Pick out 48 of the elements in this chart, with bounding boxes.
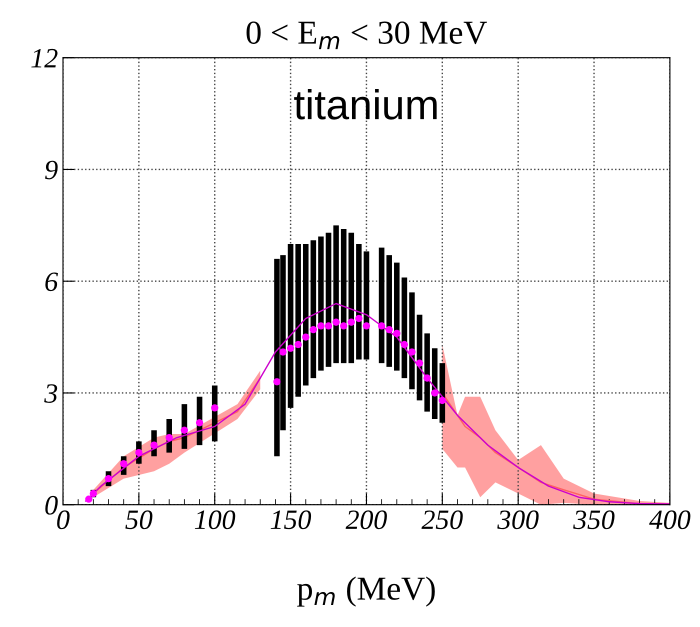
annotation: titanium (294, 88, 437, 120)
x-tick-label: 250 (421, 510, 463, 530)
point (150, 441, 158, 449)
y-tick-label: 9 (45, 160, 58, 180)
point (362, 322, 370, 330)
x-tick-label: 200 (346, 510, 387, 530)
point (438, 396, 446, 404)
point (302, 333, 310, 341)
point (196, 419, 204, 426)
point (348, 318, 355, 326)
point (273, 378, 281, 386)
y-tick-label: 12 (31, 48, 58, 68)
point (431, 389, 438, 397)
point (416, 360, 424, 367)
point (279, 348, 287, 356)
point (332, 318, 340, 326)
x-tick-label: 300 (497, 510, 539, 530)
point (180, 426, 188, 434)
point (166, 434, 173, 442)
x-tick-label: 0 (57, 510, 70, 530)
point (120, 460, 128, 468)
point (211, 404, 218, 412)
line-series (85, 302, 670, 505)
x-axis-title: p$_{m}$ (MeV) (297, 576, 435, 607)
point (324, 322, 332, 330)
chart-title: 0 < E$_{m}$ < 30 MeV (246, 21, 487, 50)
point (393, 330, 400, 338)
point (386, 326, 393, 334)
point (294, 340, 302, 348)
x-tick-label: 400 (649, 510, 690, 530)
y-tick-label: 0 (45, 496, 58, 515)
point (286, 344, 294, 352)
point (340, 322, 348, 330)
x-tick-label: 50 (125, 510, 152, 530)
point (408, 348, 416, 356)
point (310, 326, 317, 334)
y-tick-label: 6 (45, 272, 58, 292)
point (135, 448, 143, 456)
point (378, 322, 386, 330)
y-tick-label: 3 (44, 384, 58, 403)
point (424, 374, 431, 382)
point (104, 475, 112, 482)
point (317, 322, 325, 330)
x-tick-label: 350 (573, 510, 615, 530)
point (355, 314, 363, 322)
point (400, 340, 408, 348)
x-tick-label: 150 (270, 510, 312, 530)
x-tick-label: 100 (194, 510, 236, 530)
